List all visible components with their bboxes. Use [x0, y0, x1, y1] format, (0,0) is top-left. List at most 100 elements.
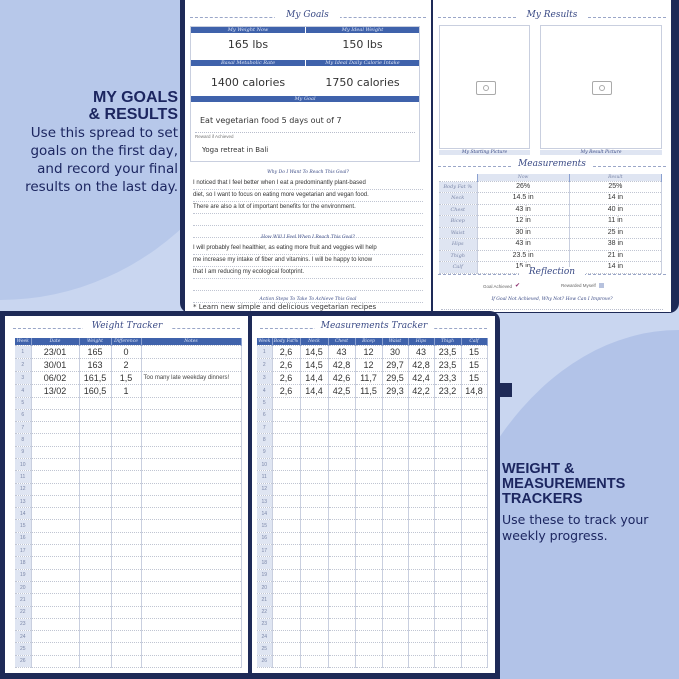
value-cell[interactable] [382, 569, 409, 582]
value-cell[interactable]: 165 [79, 345, 112, 359]
value-cell[interactable] [111, 507, 142, 521]
value-cell[interactable] [408, 519, 435, 533]
value-cell[interactable] [382, 421, 409, 435]
value-cell[interactable]: 42,6 [328, 371, 356, 385]
value-cell[interactable] [408, 618, 435, 632]
value-cell[interactable] [79, 421, 112, 435]
value-cell[interactable] [382, 618, 409, 632]
value-cell[interactable] [111, 433, 142, 447]
notes-cell[interactable]: Too many late weekday dinners! [141, 371, 242, 385]
value-cell[interactable]: 42,4 [408, 371, 435, 385]
value-cell[interactable] [300, 642, 329, 656]
value-cell[interactable]: 2,6 [272, 345, 301, 359]
value-cell[interactable] [79, 397, 112, 410]
value-cell[interactable] [328, 433, 356, 447]
value-cell[interactable] [408, 433, 435, 447]
value-cell[interactable] [461, 470, 488, 484]
value-cell[interactable] [434, 581, 462, 595]
value-cell[interactable] [79, 470, 112, 484]
value-cell[interactable] [300, 458, 329, 472]
value-cell[interactable] [461, 556, 488, 570]
value-cell[interactable]: 11,5 [355, 384, 383, 398]
notes-cell[interactable] [141, 507, 242, 521]
value-cell[interactable] [31, 397, 80, 410]
value-cell[interactable]: 0 [111, 345, 142, 359]
notes-cell[interactable] [141, 569, 242, 582]
value-cell[interactable] [382, 532, 409, 546]
value-cell[interactable] [461, 495, 488, 509]
value-cell[interactable] [79, 655, 112, 669]
value-cell[interactable] [328, 556, 356, 570]
value-cell[interactable] [328, 606, 356, 619]
value-cell[interactable] [408, 593, 435, 607]
value-cell[interactable] [79, 483, 112, 496]
value-cell[interactable] [461, 593, 488, 607]
value-cell[interactable]: 14,8 [461, 384, 488, 398]
value-cell[interactable] [355, 606, 383, 619]
value-cell[interactable]: 14,4 [300, 371, 329, 385]
value-cell[interactable] [111, 397, 142, 410]
value-cell[interactable] [408, 495, 435, 509]
value-cell[interactable] [382, 470, 409, 484]
value-cell[interactable] [355, 495, 383, 509]
value-cell[interactable] [111, 483, 142, 496]
value-cell[interactable] [328, 397, 356, 410]
value-cell[interactable] [328, 569, 356, 582]
value-cell[interactable] [461, 532, 488, 546]
notes-cell[interactable] [141, 495, 242, 509]
value-cell[interactable] [328, 593, 356, 607]
value-cell[interactable] [272, 446, 301, 459]
value-cell[interactable]: 23/01 [31, 345, 80, 359]
value-cell[interactable] [111, 556, 142, 570]
value-cell[interactable] [355, 544, 383, 558]
value-cell[interactable] [300, 519, 329, 533]
value-cell[interactable] [272, 556, 301, 570]
value-cell[interactable] [272, 593, 301, 607]
value-cell[interactable]: 06/02 [31, 371, 80, 385]
value-cell[interactable] [31, 642, 80, 656]
value-cell[interactable] [382, 642, 409, 656]
notes-cell[interactable] [141, 358, 242, 372]
value-cell[interactable] [408, 556, 435, 570]
value-cell[interactable] [31, 593, 80, 607]
value-cell[interactable] [300, 606, 329, 619]
notes-cell[interactable] [141, 483, 242, 496]
value-cell[interactable] [408, 483, 435, 496]
notes-cell[interactable] [141, 345, 242, 359]
value-cell[interactable] [434, 519, 462, 533]
value-cell[interactable] [300, 433, 329, 447]
value-cell[interactable] [355, 593, 383, 607]
value-cell[interactable]: 29,3 [382, 384, 409, 398]
value-cell[interactable] [434, 606, 462, 619]
value-cell[interactable] [272, 532, 301, 546]
value-cell[interactable] [111, 593, 142, 607]
value-cell[interactable]: 15 [461, 345, 488, 359]
value-cell[interactable] [461, 446, 488, 459]
value-cell[interactable] [461, 483, 488, 496]
notes-cell[interactable] [141, 409, 242, 423]
value-cell[interactable] [31, 630, 80, 644]
value-cell[interactable]: 30 [382, 345, 409, 359]
value-cell[interactable] [31, 433, 80, 447]
value-cell[interactable] [111, 409, 142, 423]
value-cell[interactable] [272, 655, 301, 669]
value-cell[interactable] [355, 507, 383, 521]
value-cell[interactable] [434, 642, 462, 656]
value-cell[interactable]: 161,5 [79, 371, 112, 385]
value-cell[interactable] [328, 630, 356, 644]
value-cell[interactable]: 29,7 [382, 358, 409, 372]
value-cell[interactable]: 42,5 [328, 384, 356, 398]
value-cell[interactable] [272, 483, 301, 496]
notes-cell[interactable] [141, 642, 242, 656]
value-cell[interactable] [31, 544, 80, 558]
value-cell[interactable] [300, 483, 329, 496]
value-cell[interactable] [355, 470, 383, 484]
notes-cell[interactable] [141, 433, 242, 447]
value-cell[interactable] [272, 606, 301, 619]
value-cell[interactable] [461, 630, 488, 644]
value-cell[interactable] [355, 458, 383, 472]
value-cell[interactable] [461, 642, 488, 656]
value-cell[interactable] [111, 618, 142, 632]
value-cell[interactable] [408, 397, 435, 410]
value-cell[interactable]: 12 [355, 345, 383, 359]
